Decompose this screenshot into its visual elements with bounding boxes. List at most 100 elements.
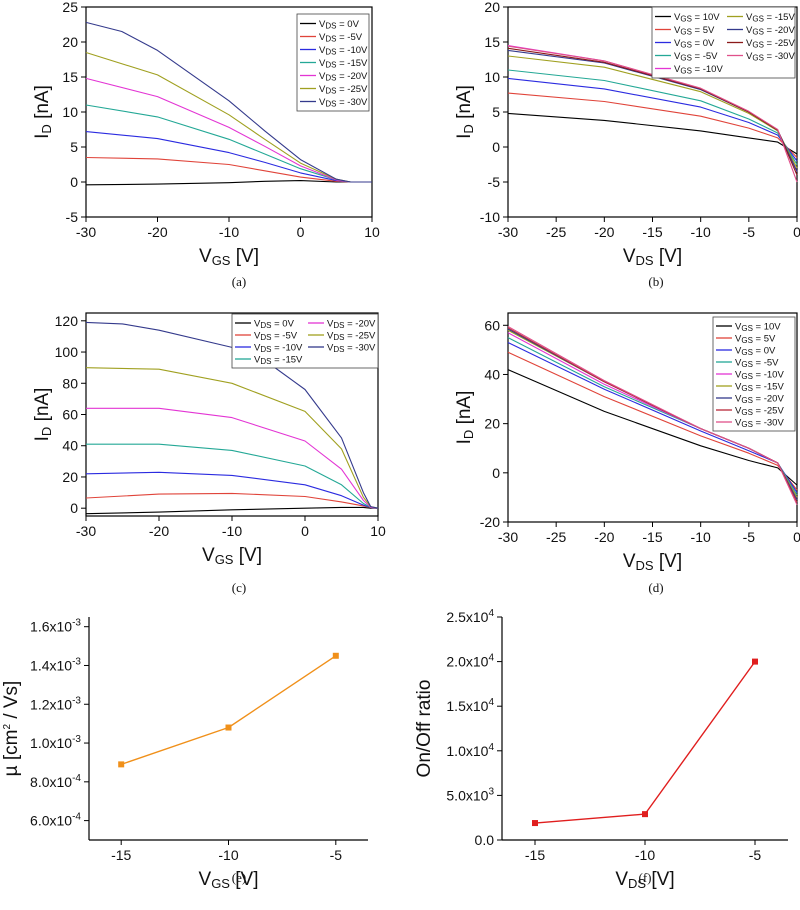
x-axis-label: VGS [V] — [199, 246, 259, 268]
x-tick-label: -20 — [147, 224, 167, 240]
x-tick-label: -10 — [635, 847, 655, 863]
y-tick-label: -5 — [488, 174, 501, 190]
x-tick-label: -20 — [594, 529, 614, 545]
x-tick-label: -25 — [546, 529, 566, 545]
y-tick-label: 100 — [55, 344, 79, 360]
x-tick-label: 10 — [370, 523, 386, 539]
series-line-4 — [86, 443, 379, 509]
legend-entry: VDS = -10V — [319, 45, 368, 57]
x-tick-label: -15 — [642, 529, 662, 545]
y-tick-label: 2.5x104 — [446, 608, 494, 625]
y-axis-label: ID [nA] — [454, 391, 476, 445]
legend-entry: VGS = 5V — [735, 334, 776, 346]
series-line-4 — [85, 104, 372, 183]
legend-entry: VDS = -25V — [319, 84, 368, 96]
y-tick-label: 15 — [62, 69, 78, 85]
legend-entry: VGS = -30V — [735, 418, 784, 430]
legend-entry: VGS = -10V — [674, 64, 723, 76]
y-tick-label: 0 — [492, 465, 500, 481]
y-tick-label: 20 — [484, 0, 500, 15]
panel-caption: (b) — [648, 274, 663, 289]
legend-entry: VDS = 0V — [319, 19, 360, 31]
legend-entry: VGS = -25V — [735, 406, 784, 418]
y-tick-label: 10 — [62, 104, 78, 120]
legend-entry: VGS = -15V — [746, 12, 795, 24]
legend-entry: VGS = -25V — [746, 38, 795, 50]
x-tick-label: -30 — [76, 523, 96, 539]
y-tick-label: 6.0x10-4 — [30, 812, 81, 829]
legend-entry: VGS = -20V — [746, 25, 795, 37]
y-tick-label: 40 — [62, 438, 78, 454]
y-axis-label: ID [nA] — [32, 85, 54, 139]
y-tick-label: 8.0x10-4 — [30, 773, 81, 790]
y-tick-label: 1.0x10-3 — [30, 734, 81, 751]
legend-entry: VGS = -30V — [746, 51, 795, 63]
y-tick-label: 20 — [484, 416, 500, 432]
y-tick-label: 5 — [70, 139, 78, 155]
y-tick-label: 60 — [484, 317, 500, 333]
series-line-1 — [534, 661, 756, 824]
data-point — [118, 761, 125, 768]
legend-entry: VGS = -20V — [735, 394, 784, 406]
y-tick-label: 2.0x104 — [446, 653, 494, 670]
y-tick-label: 1.4x10-3 — [30, 656, 81, 673]
x-tick-label: -20 — [149, 523, 169, 539]
y-tick-label: 120 — [55, 313, 79, 329]
legend-entry: VGS = 5V — [674, 25, 715, 37]
series-line-3 — [85, 471, 379, 509]
legend-box — [651, 6, 796, 79]
series-line-1 — [85, 506, 378, 515]
y-tick-label: 5 — [492, 104, 500, 120]
x-tick-label: -10 — [691, 224, 711, 240]
y-tick-label: -20 — [480, 514, 500, 530]
x-tick-label: -10 — [218, 847, 238, 863]
x-axis-label: VGS [V] — [199, 869, 259, 891]
y-tick-label: 0 — [70, 174, 78, 190]
series-line-5 — [86, 407, 379, 509]
y-tick-label: 10 — [484, 69, 500, 85]
series-line-1 — [507, 112, 798, 155]
legend-entry: VDS = -20V — [319, 71, 368, 83]
y-tick-label: 0.0 — [475, 832, 495, 848]
series-line-4 — [507, 69, 798, 165]
legend-entry: VGS = -5V — [674, 51, 718, 63]
legend-entry: VGS = -15V — [735, 382, 784, 394]
x-tick-label: -10 — [222, 523, 242, 539]
series-line-2 — [85, 492, 379, 509]
x-axis-label: VDS [V] — [623, 551, 682, 573]
x-tick-label: -10 — [691, 529, 711, 545]
x-tick-label: -30 — [76, 224, 96, 240]
x-tick-label: 0 — [793, 529, 800, 545]
legend-entry: VDS = -5V — [254, 331, 298, 343]
y-tick-label: -10 — [480, 209, 500, 225]
chart-panel-d: -30 -25 -20 -15 -10 -5 0 -20 0 20 40 60 VDS [V] ID [n… — [454, 312, 800, 595]
chart-panel-e: -15 -10 -5 6.0x10-4 8.0x10-4 1.0x10-3 1.2x10-3… — [1, 617, 368, 891]
y-tick-label: 25 — [62, 0, 78, 15]
series-line-6 — [85, 367, 379, 509]
legend-box — [231, 313, 379, 369]
x-tick-label: -20 — [594, 224, 614, 240]
legend-entry: VGS = 0V — [674, 38, 715, 50]
x-tick-label: -15 — [111, 847, 131, 863]
x-axis-label: VDS [V] — [615, 869, 674, 891]
legend-entry: VGS = 10V — [674, 12, 720, 24]
x-tick-label: 0 — [301, 523, 309, 539]
data-point — [752, 658, 758, 665]
data-point — [225, 724, 232, 731]
x-axis-label: VGS [V] — [202, 545, 262, 567]
data-point — [642, 811, 648, 818]
series-line-2 — [85, 156, 372, 183]
panel-caption: (f) — [639, 870, 652, 885]
y-tick-label: 60 — [62, 407, 78, 423]
y-tick-label: 1.6x10-3 — [30, 618, 81, 635]
x-tick-label: -30 — [498, 529, 518, 545]
x-axis-label: VDS [V] — [623, 246, 682, 268]
legend-entry: VDS = -20V — [327, 319, 376, 331]
legend-entry: VDS = -10V — [254, 343, 303, 355]
x-tick-label: -5 — [743, 529, 756, 545]
series-line-1 — [85, 180, 372, 186]
legend-entry: VGS = -10V — [735, 370, 784, 382]
y-tick-label: -5 — [66, 209, 79, 225]
